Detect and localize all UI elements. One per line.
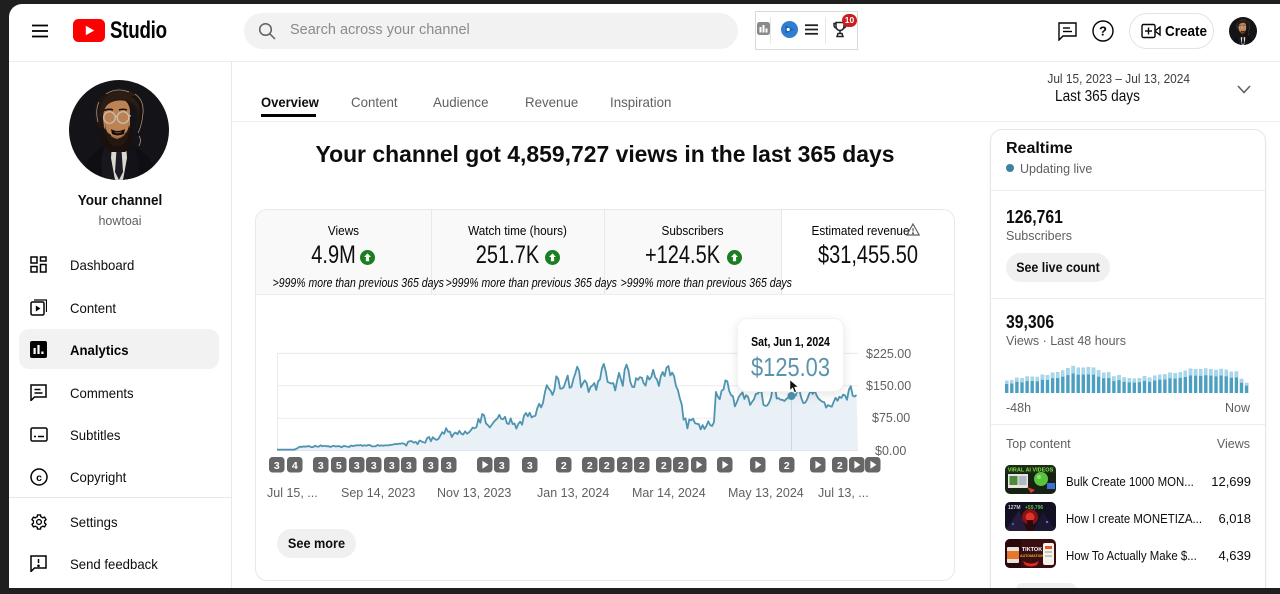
svg-text:3: 3 <box>446 460 452 472</box>
svg-text:4: 4 <box>292 460 298 472</box>
svg-text:?: ? <box>1099 24 1107 39</box>
svg-text:AUTOMATION: AUTOMATION <box>1020 554 1044 558</box>
svg-text:2: 2 <box>661 460 667 472</box>
svg-text:3: 3 <box>406 460 412 472</box>
svg-text:+59,796: +59,796 <box>1025 505 1043 511</box>
svg-text:3: 3 <box>428 460 434 472</box>
svg-text:2: 2 <box>784 460 790 472</box>
svg-text:3: 3 <box>274 460 280 472</box>
svg-text:2: 2 <box>561 460 567 472</box>
svg-text:3: 3 <box>371 460 377 472</box>
svg-text:VIRAL AI VIDEOS: VIRAL AI VIDEOS <box>1008 468 1054 474</box>
svg-text:2: 2 <box>604 460 610 472</box>
svg-text:127M: 127M <box>1008 505 1021 511</box>
svg-text:2: 2 <box>622 460 628 472</box>
svg-text:3: 3 <box>354 460 360 472</box>
svg-text:2: 2 <box>837 460 843 472</box>
svg-text:2: 2 <box>678 460 684 472</box>
svg-text:TIKTOK: TIKTOK <box>1022 547 1042 553</box>
svg-text:3: 3 <box>499 460 505 472</box>
svg-text:2: 2 <box>587 460 593 472</box>
svg-text:c: c <box>36 472 42 484</box>
svg-text:3: 3 <box>389 460 395 472</box>
svg-text:2: 2 <box>639 460 645 472</box>
svg-text:5: 5 <box>336 460 342 472</box>
svg-text:3: 3 <box>318 460 324 472</box>
svg-text:3: 3 <box>527 460 533 472</box>
